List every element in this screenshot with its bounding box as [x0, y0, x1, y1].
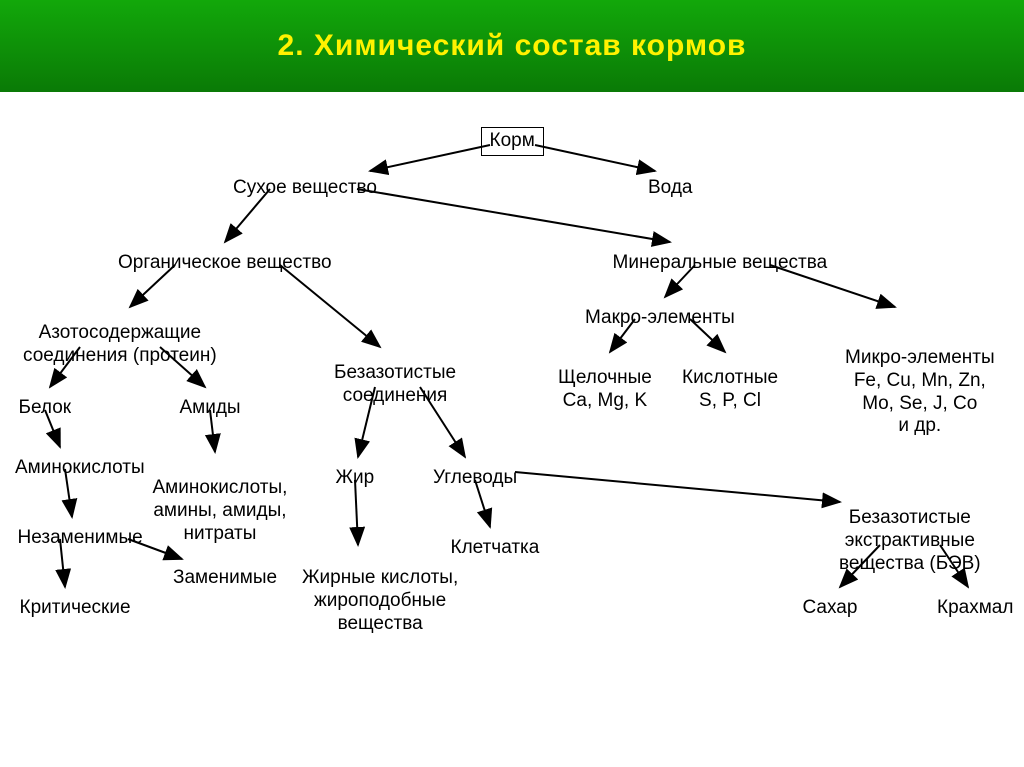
node-shel: Щелочные Ca, Mg, K	[558, 367, 652, 413]
node-krit: Критические	[20, 597, 131, 620]
node-azot: Азотосодержащие соединения (протеин)	[23, 322, 217, 368]
node-bezazot: Безазотистые соединения	[334, 362, 456, 408]
node-nezam: Незаменимые	[18, 527, 143, 550]
node-min: Минеральные вещества	[613, 252, 828, 275]
edge-uglevod-bev	[515, 472, 840, 502]
edge-org-bezazot	[280, 265, 380, 347]
slide-header: 2. Химический состав кормов	[0, 0, 1024, 92]
node-aminoamidy: Аминокислоты, амины, амиды, нитраты	[153, 477, 288, 545]
node-org: Органическое вещество	[118, 252, 332, 275]
node-makro: Макро-элементы	[585, 307, 735, 330]
node-suh: Сухое вещество	[233, 177, 377, 200]
diagram-area: Корм Сухое вещество Вода Органическое вещес…	[0, 107, 1024, 767]
node-bev: Безазотистые экстрактивные вещества (БЭВ…	[839, 507, 981, 575]
node-amidy: Амиды	[180, 397, 241, 420]
node-zamen: Заменимые	[173, 567, 277, 590]
node-zhir: Жир	[336, 467, 375, 490]
node-kisl: Кислотные S, P, Cl	[682, 367, 778, 413]
node-voda: Вода	[648, 177, 692, 200]
node-krahmal: Крахмал	[937, 597, 1013, 620]
node-uglevod: Углеводы	[433, 467, 517, 490]
node-sahar: Сахар	[803, 597, 858, 620]
node-mikro: Микро-элементы Fe, Cu, Mn, Zn, Mo, Se, J…	[845, 347, 995, 438]
node-zhirkisl: Жирные кислоты, жироподобные вещества	[302, 567, 458, 635]
edge-suh-min	[357, 189, 670, 242]
node-kletch: Клетчатка	[451, 537, 540, 560]
slide-title: 2. Химический состав кормов	[278, 29, 747, 63]
node-korm: Корм	[481, 127, 544, 156]
edge-korm-voda	[535, 145, 655, 171]
edge-korm-suh	[370, 145, 490, 171]
node-aminobelok: Аминокислоты	[15, 457, 145, 480]
node-belok: Белок	[19, 397, 72, 420]
